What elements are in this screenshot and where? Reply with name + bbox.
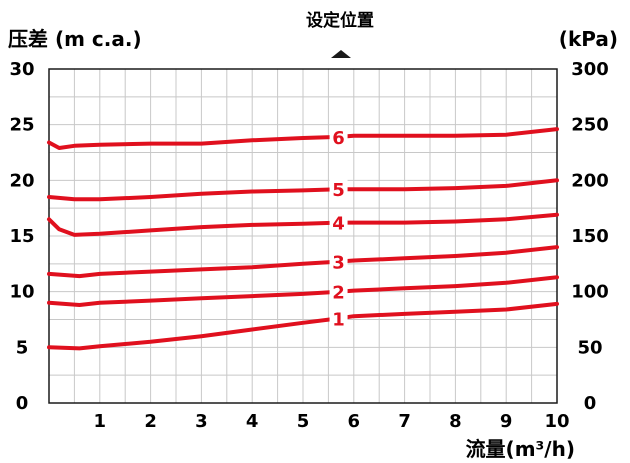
curve-label: 6 bbox=[332, 128, 345, 149]
y-tick-right: 150 bbox=[571, 226, 609, 247]
x-tick: 1 bbox=[94, 411, 107, 432]
curve-speed-5 bbox=[47, 178, 559, 202]
y-tick-left: 15 bbox=[9, 226, 34, 247]
curve-label-bg bbox=[329, 126, 348, 147]
curve-speed-3 bbox=[47, 245, 559, 279]
x-tick: 5 bbox=[297, 411, 310, 432]
y-tick-left: 25 bbox=[9, 115, 34, 136]
setpoint-label: 设定位置 bbox=[306, 10, 374, 31]
right-axis-label: (kPa) bbox=[559, 27, 618, 51]
y-tick-right: 100 bbox=[571, 282, 609, 303]
y-tick-right: 250 bbox=[571, 115, 609, 136]
curve-speed-2 bbox=[47, 275, 559, 307]
curve-label: 5 bbox=[332, 180, 345, 201]
curve-label: 2 bbox=[332, 283, 345, 304]
x-axis-label: 流量(m³/h) bbox=[466, 437, 575, 461]
y-tick-left: 30 bbox=[9, 59, 34, 80]
y-tick-right: 0 bbox=[584, 393, 597, 414]
curve-speed-4 bbox=[47, 212, 559, 237]
y-tick-right: 300 bbox=[571, 59, 609, 80]
x-tick: 7 bbox=[398, 411, 411, 432]
x-tick: 8 bbox=[449, 411, 462, 432]
texts: 压差 (m c.a.) (kPa) 流量(m³/h) 设定位置 05101520… bbox=[8, 10, 618, 461]
x-tick: 10 bbox=[544, 411, 569, 432]
plot-frame bbox=[48, 68, 558, 404]
curve-label: 3 bbox=[332, 253, 345, 274]
curve-label-bg bbox=[329, 251, 348, 272]
curves: 1 2 3 4 5 6 bbox=[47, 126, 559, 351]
curve-label-bg bbox=[329, 212, 348, 233]
y-tick-right: 50 bbox=[577, 337, 602, 358]
y-tick-left: 5 bbox=[16, 337, 29, 358]
grid bbox=[48, 68, 558, 404]
curve-label-bg bbox=[329, 179, 348, 200]
x-tick: 6 bbox=[348, 411, 361, 432]
x-tick: 2 bbox=[144, 411, 157, 432]
y-tick-left: 10 bbox=[9, 282, 34, 303]
curve-label: 4 bbox=[332, 214, 345, 235]
triangle-up-icon bbox=[331, 50, 351, 58]
left-axis-label: 压差 (m c.a.) bbox=[8, 27, 142, 51]
curve-speed-1 bbox=[47, 301, 559, 351]
x-tick: 4 bbox=[246, 411, 259, 432]
y-tick-left: 0 bbox=[16, 393, 29, 414]
curve-label-bg bbox=[329, 308, 348, 329]
y-tick-right: 200 bbox=[571, 170, 609, 191]
x-tick: 3 bbox=[195, 411, 208, 432]
x-tick: 9 bbox=[500, 411, 513, 432]
curve-label: 1 bbox=[332, 309, 345, 330]
curve-speed-6 bbox=[47, 127, 559, 150]
y-tick-left: 20 bbox=[9, 170, 34, 191]
curve-label-bg bbox=[329, 281, 348, 302]
